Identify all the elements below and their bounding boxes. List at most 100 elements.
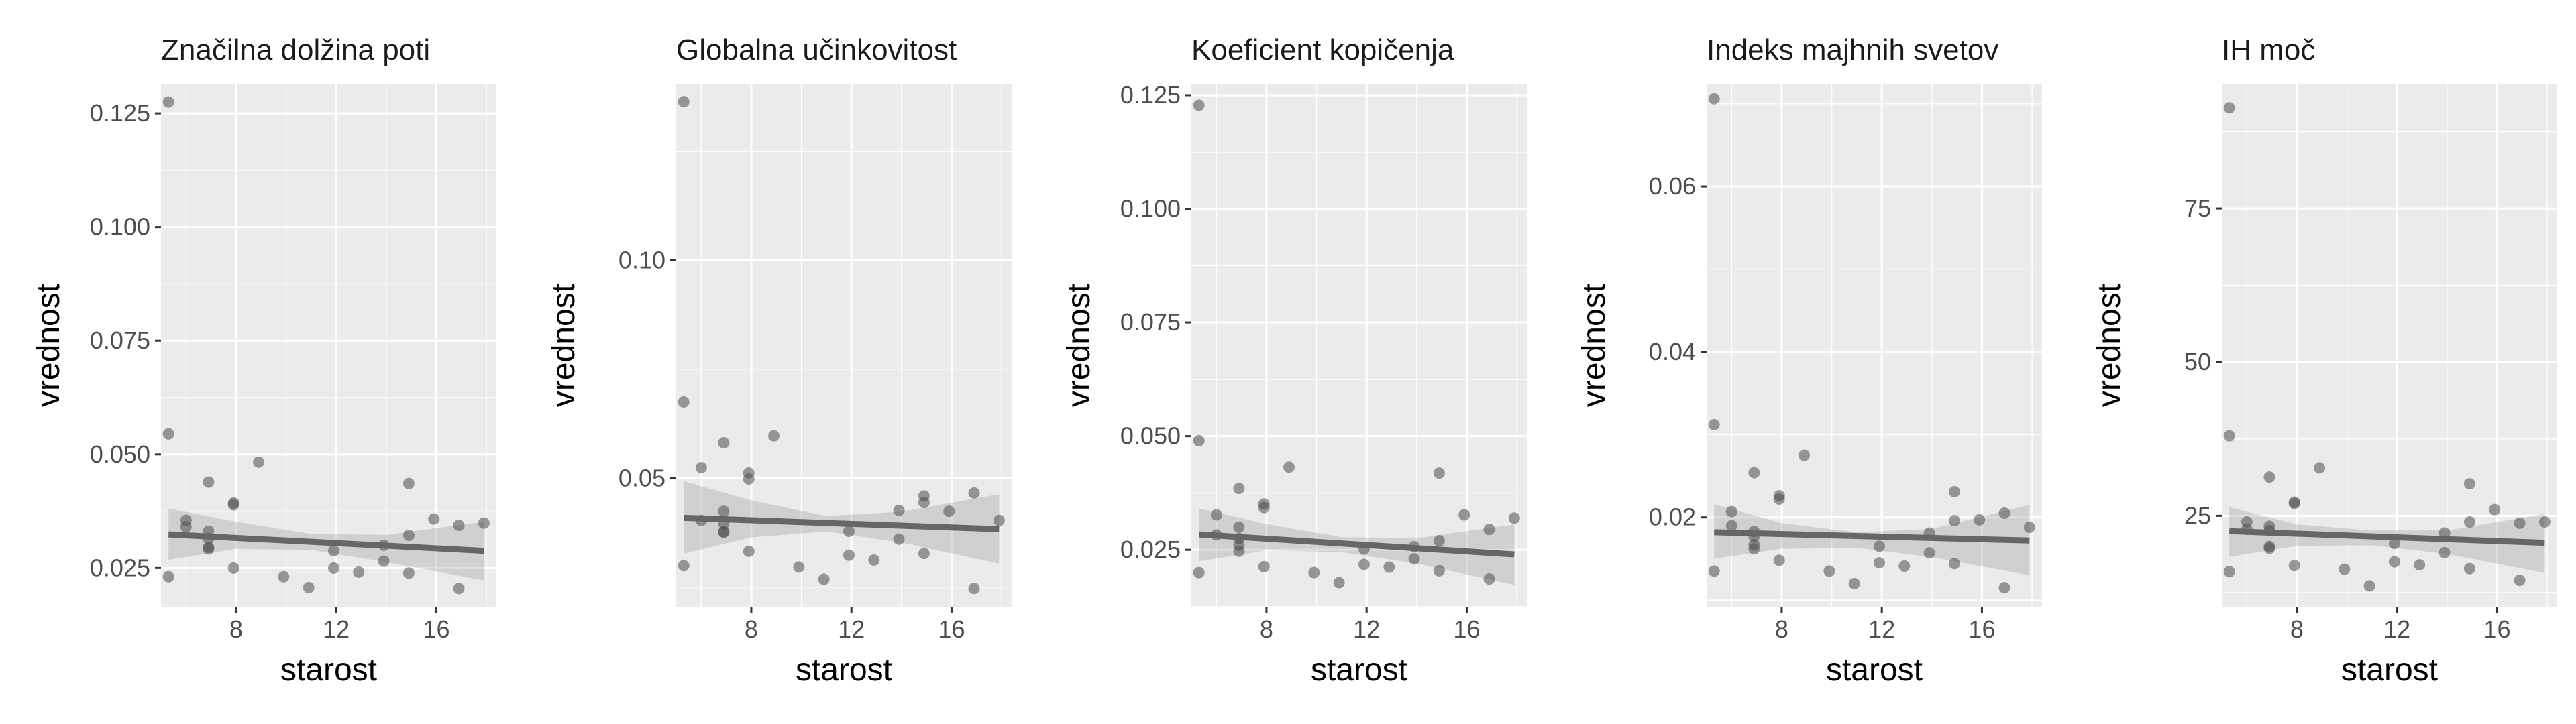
trend-line: [684, 514, 1000, 532]
data-point: [893, 504, 905, 516]
data-point: [2514, 575, 2526, 587]
y-tick-label: 0.100: [1120, 195, 1181, 223]
data-point: [453, 520, 465, 532]
data-point: [718, 526, 730, 538]
data-point: [718, 505, 730, 518]
y-tick-label: 0.025: [1120, 536, 1181, 563]
x-tick-label: 16: [1968, 615, 1995, 643]
x-tick-label: 8: [1775, 615, 1788, 643]
data-point: [918, 548, 930, 560]
y-tick-label: 0.04: [1649, 338, 1696, 365]
data-point: [1283, 461, 1295, 473]
facet-panel: 0.05 0.10 8 12 16 Globalna učinkovitost staros…: [546, 34, 1012, 688]
y-tick-label: 0.05: [619, 464, 665, 491]
y-tick-label: 50: [2184, 348, 2211, 375]
y-tick-label: 25: [2184, 501, 2211, 529]
data-point: [743, 473, 755, 485]
data-point: [1358, 558, 1370, 570]
data-point: [1483, 524, 1495, 536]
data-point: [1725, 520, 1737, 532]
data-point: [303, 582, 315, 594]
x-tick-label: 16: [938, 615, 965, 643]
data-point: [1974, 514, 1986, 526]
trend-line: [168, 531, 484, 554]
panel-title: IH moč: [2222, 34, 2315, 66]
data-point: [1725, 505, 1737, 518]
facet-panel: 25 50 75 8 12 16 IH moč starost vrednost: [2092, 34, 2557, 688]
data-point: [695, 462, 707, 474]
y-tick-label: 0.050: [1120, 422, 1181, 450]
data-point: [2463, 478, 2475, 490]
facet-panel: 0.025 0.050 0.075 0.100 0.125 8 12 16 Koeficient…: [1061, 34, 1527, 688]
data-point: [453, 583, 465, 595]
y-tick-label: 0.02: [1649, 503, 1696, 531]
data-point: [1708, 418, 1720, 430]
data-point: [203, 476, 215, 488]
data-point: [1708, 565, 1720, 577]
data-point: [1773, 554, 1785, 566]
data-point: [2363, 580, 2375, 592]
x-axis-title: starost: [796, 652, 892, 688]
data-point: [1258, 501, 1270, 514]
data-point: [203, 543, 215, 555]
data-point: [1433, 535, 1445, 547]
data-point: [402, 567, 415, 579]
trend-line: [1198, 531, 1515, 558]
data-point: [2438, 546, 2451, 558]
data-point: [678, 396, 690, 408]
y-axis-title: vrednost: [1061, 284, 1097, 407]
data-point: [2339, 563, 2351, 575]
data-point: [1508, 512, 1520, 524]
x-tick-label: 12: [2383, 615, 2410, 643]
data-point: [918, 497, 930, 509]
data-point: [1193, 99, 1205, 111]
data-point: [2263, 471, 2275, 483]
data-point: [818, 573, 830, 585]
data-point: [2288, 497, 2300, 509]
data-point: [1873, 557, 1885, 569]
data-point: [1308, 566, 1320, 579]
data-point: [2223, 566, 2235, 578]
x-tick-label: 16: [2483, 615, 2510, 643]
data-point: [1458, 509, 1470, 521]
y-axis-title: vrednost: [2092, 284, 2127, 407]
data-point: [843, 526, 855, 538]
data-point: [2023, 522, 2035, 534]
data-point: [1923, 547, 1935, 559]
y-tick-label: 0.075: [90, 326, 150, 354]
data-point: [843, 549, 855, 561]
data-point: [2314, 462, 2326, 474]
data-point: [478, 517, 490, 529]
data-point: [1873, 540, 1885, 552]
data-point: [402, 530, 415, 542]
y-axis-title: vrednost: [1576, 284, 1612, 407]
data-point: [2438, 527, 2451, 539]
data-point: [1333, 577, 1345, 589]
data-point: [1848, 577, 1860, 589]
y-tick-label: 0.125: [1120, 81, 1181, 109]
data-point: [162, 96, 174, 108]
y-axis-title: vrednost: [31, 284, 66, 407]
data-point: [327, 562, 339, 574]
data-point: [327, 545, 339, 557]
data-point: [868, 554, 880, 566]
data-point: [180, 514, 192, 526]
trend-line: [2229, 528, 2545, 546]
x-tick-label: 8: [229, 615, 243, 643]
data-point: [1408, 553, 1420, 565]
data-point: [1948, 485, 1960, 497]
facet-panel: 0.025 0.050 0.075 0.100 0.125 8 12 16 Značilna d…: [31, 34, 496, 688]
y-tick-label: 0.050: [90, 440, 150, 468]
facet-panel: 0.02 0.04 0.06 8 12 16 Indeks majhnih svetov st…: [1576, 34, 2042, 688]
data-point: [1823, 565, 1835, 577]
data-point: [227, 562, 239, 574]
y-axis-title: vrednost: [546, 284, 582, 407]
panel-background: [1707, 84, 2042, 607]
data-point: [2489, 503, 2501, 516]
data-point: [1748, 467, 1760, 479]
y-tick-label: 0.075: [1120, 308, 1181, 336]
data-point: [1433, 564, 1445, 577]
data-point: [1998, 582, 2010, 594]
y-tick-label: 0.10: [619, 246, 665, 274]
panel-background: [2222, 84, 2557, 607]
